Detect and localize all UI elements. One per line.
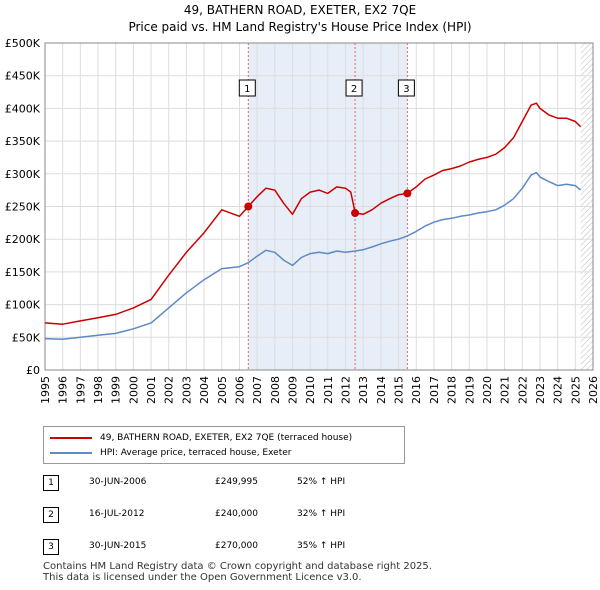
- x-tick-label: 2017: [428, 376, 441, 404]
- sale-marker-badge: 3: [43, 539, 59, 555]
- x-tick-label: 2018: [446, 376, 459, 404]
- sale-hpi-change: 32% ↑ HPI: [297, 509, 346, 519]
- x-tick-label: 2005: [216, 376, 229, 404]
- sale-number-box: [345, 79, 363, 97]
- chart-title: 49, BATHERN ROAD, EXETER, EX2 7QE Price …: [0, 2, 600, 36]
- y-tick-label: £300K: [5, 168, 41, 181]
- sale-row: 1 30-JUN-2006 £249,995 52% ↑ HPI: [43, 472, 443, 492]
- x-tick-label: 1995: [39, 376, 52, 404]
- legend-item-price: 49, BATHERN ROAD, EXETER, EX2 7QE (terra…: [50, 431, 352, 445]
- x-tick-label: 2003: [180, 376, 193, 404]
- x-tick-label: 2004: [198, 376, 211, 404]
- y-tick-label: £500K: [5, 37, 41, 50]
- hpi-series-line: [44, 171, 582, 341]
- x-tick-label: 2013: [357, 376, 370, 404]
- price-series-line: [44, 102, 582, 325]
- sale-number-box: [238, 79, 256, 97]
- x-tick-label: 2019: [463, 376, 476, 404]
- x-tick-label: 2002: [163, 376, 176, 404]
- sale-marker-badge: 2: [43, 507, 59, 523]
- x-tick-label: 1998: [92, 376, 105, 404]
- x-tick-label: 2006: [233, 376, 246, 404]
- footer-line2: This data is licensed under the Open Gov…: [43, 572, 362, 583]
- y-tick-label: £100K: [5, 299, 41, 312]
- x-tick-label: 2007: [251, 376, 264, 404]
- sale-hpi-change: 52% ↑ HPI: [297, 477, 346, 487]
- sale-date: 16-JUL-2012: [89, 509, 145, 519]
- x-tick-label: 2022: [516, 376, 529, 404]
- legend-label-hpi: HPI: Average price, terraced house, Exet…: [100, 448, 292, 458]
- x-tick-label: 2026: [587, 376, 600, 404]
- footer-line1: Contains HM Land Registry data © Crown c…: [43, 561, 432, 572]
- x-tick-label: 2012: [340, 376, 353, 404]
- y-tick-label: £400K: [5, 102, 41, 115]
- x-tick-label: 1997: [74, 376, 87, 404]
- sale-price: £270,000: [215, 541, 258, 551]
- x-tick-label: 2011: [322, 376, 335, 404]
- sale-point: [403, 189, 412, 198]
- x-tick-label: 2015: [393, 376, 406, 404]
- chart-title-line2: Price paid vs. HM Land Registry's House …: [128, 20, 472, 34]
- chart-title-line1: 49, BATHERN ROAD, EXETER, EX2 7QE: [183, 3, 417, 17]
- y-tick-label: £150K: [5, 266, 41, 279]
- legend-label-price: 49, BATHERN ROAD, EXETER, EX2 7QE (terra…: [100, 433, 353, 443]
- y-tick-label: £50K: [12, 331, 41, 344]
- price-chart: £0 £50K £100K £150K £200K £250K £300K £350K £400…: [5, 37, 600, 404]
- sale-number-label: 1: [244, 84, 250, 95]
- y-tick-label: £350K: [5, 135, 41, 148]
- sale-date: 30-JUN-2006: [89, 477, 147, 487]
- x-tick-label: 2016: [410, 376, 423, 404]
- x-tick-label: 2014: [375, 376, 388, 404]
- chart-legend: 49, BATHERN ROAD, EXETER, EX2 7QE (terra…: [43, 426, 405, 464]
- x-tick-label: 1996: [57, 376, 70, 404]
- sale-row: 2 16-JUL-2012 £240,000 32% ↑ HPI: [43, 504, 443, 524]
- x-tick-label: 2024: [552, 376, 565, 404]
- sale-point: [351, 209, 360, 218]
- legend-swatch-hpi: [50, 452, 92, 454]
- sale-hpi-change: 35% ↑ HPI: [297, 541, 346, 551]
- y-tick-label: £450K: [5, 70, 41, 83]
- plot-border: [44, 42, 594, 371]
- x-tick-label: 2020: [481, 376, 494, 404]
- sale-price: £240,000: [215, 509, 258, 519]
- sale-date: 30-JUN-2015: [89, 541, 147, 551]
- sale-number-label: 3: [403, 84, 409, 95]
- sale-point: [244, 202, 253, 211]
- y-tick-label: £200K: [5, 233, 41, 246]
- x-tick-label: 1999: [110, 376, 123, 404]
- sale-number-box: [397, 79, 415, 97]
- legend-item-hpi: HPI: Average price, terraced house, Exet…: [50, 446, 291, 460]
- x-tick-label: 2000: [127, 376, 140, 404]
- x-tick-label: 2021: [499, 376, 512, 404]
- sale-row: 3 30-JUN-2015 £270,000 35% ↑ HPI: [43, 536, 443, 556]
- y-tick-label: £0: [26, 364, 40, 377]
- legend-swatch-price: [50, 437, 92, 439]
- sale-marker-badge: 1: [43, 475, 59, 491]
- footer-attribution: Contains HM Land Registry data © Crown c…: [43, 561, 432, 583]
- x-tick-label: 2001: [145, 376, 158, 404]
- x-tick-label: 2009: [286, 376, 299, 404]
- sale-price: £249,995: [215, 477, 258, 487]
- x-tick-label: 2025: [569, 376, 582, 404]
- x-tick-label: 2023: [534, 376, 547, 404]
- sale-number-label: 2: [351, 84, 357, 95]
- y-tick-label: £250K: [5, 201, 41, 214]
- x-tick-label: 2008: [269, 376, 282, 404]
- x-tick-label: 2010: [304, 376, 317, 404]
